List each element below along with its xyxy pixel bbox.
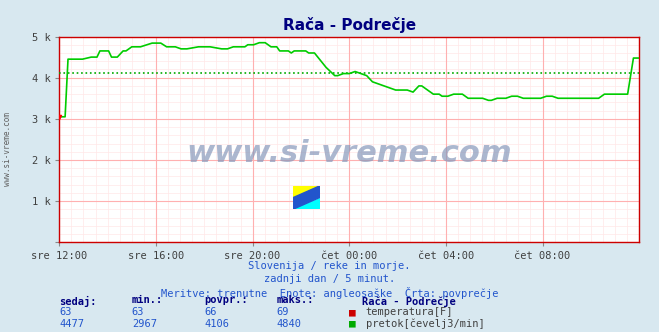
Text: 63: 63 bbox=[132, 307, 144, 317]
Text: pretok[čevelj3/min]: pretok[čevelj3/min] bbox=[366, 319, 484, 329]
Text: ■: ■ bbox=[349, 307, 356, 317]
Text: 4840: 4840 bbox=[277, 319, 302, 329]
Text: Meritve: trenutne  Enote: angleosaške  Črta: povprečje: Meritve: trenutne Enote: angleosaške Črt… bbox=[161, 287, 498, 299]
Text: 2967: 2967 bbox=[132, 319, 157, 329]
Polygon shape bbox=[293, 186, 320, 198]
Text: sedaj:: sedaj: bbox=[59, 295, 97, 306]
Text: 69: 69 bbox=[277, 307, 289, 317]
Text: 4477: 4477 bbox=[59, 319, 84, 329]
Text: 4106: 4106 bbox=[204, 319, 229, 329]
Text: min.:: min.: bbox=[132, 295, 163, 305]
Text: 66: 66 bbox=[204, 307, 217, 317]
Text: ■: ■ bbox=[349, 319, 356, 329]
Text: www.si-vreme.com: www.si-vreme.com bbox=[186, 139, 512, 168]
Text: maks.:: maks.: bbox=[277, 295, 314, 305]
Title: Rača - Podrečje: Rača - Podrečje bbox=[283, 17, 416, 33]
Text: Slovenija / reke in morje.: Slovenija / reke in morje. bbox=[248, 261, 411, 271]
Polygon shape bbox=[293, 186, 320, 209]
Text: zadnji dan / 5 minut.: zadnji dan / 5 minut. bbox=[264, 274, 395, 284]
Text: 63: 63 bbox=[59, 307, 72, 317]
Text: Rača - Podrečje: Rača - Podrečje bbox=[362, 295, 456, 306]
Text: povpr.:: povpr.: bbox=[204, 295, 248, 305]
Text: temperatura[F]: temperatura[F] bbox=[366, 307, 453, 317]
Text: www.si-vreme.com: www.si-vreme.com bbox=[3, 113, 13, 186]
Polygon shape bbox=[293, 198, 320, 209]
